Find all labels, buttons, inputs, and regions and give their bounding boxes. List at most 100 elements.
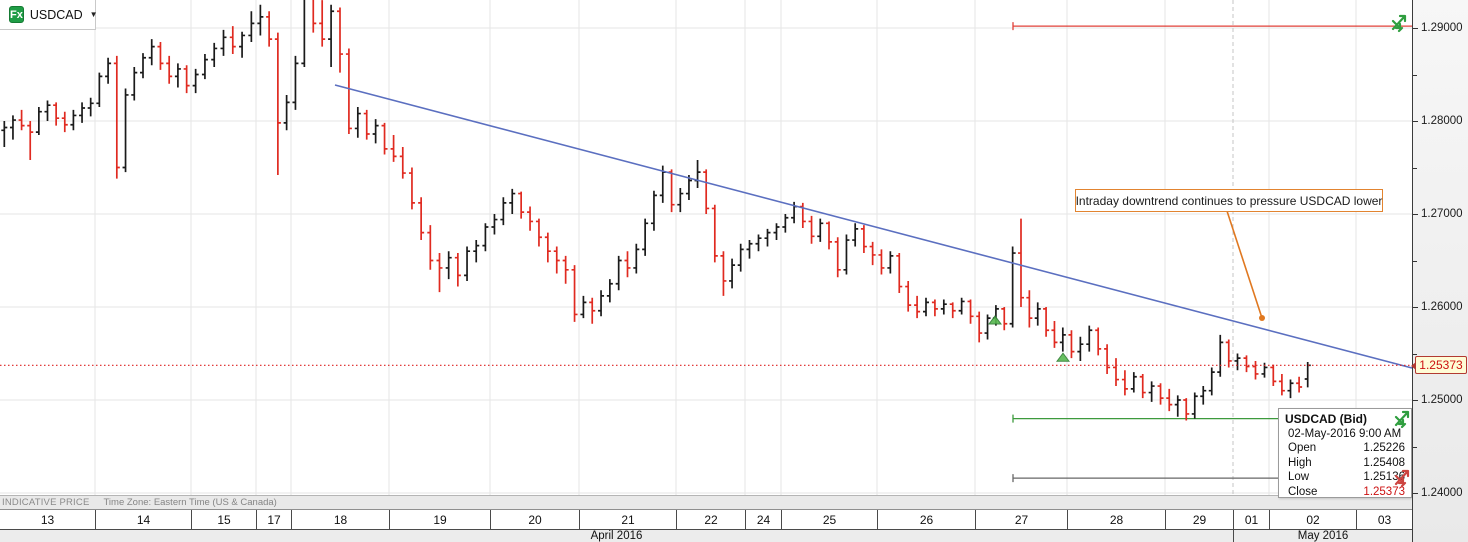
- ohlc-bar: [27, 121, 34, 161]
- ohlc-bar: [399, 147, 406, 179]
- ohlc-bar: [113, 55, 120, 179]
- ohlc-bar: [1191, 392, 1198, 419]
- tooltip-close-row: Close 1.25373: [1288, 485, 1405, 498]
- ohlc-bar: [390, 134, 397, 162]
- ohlc-bar: [562, 255, 569, 284]
- ohlc-bar: [473, 240, 480, 263]
- axis-tick-label: 1.25000: [1421, 394, 1463, 406]
- ohlc-bar: [1043, 307, 1050, 337]
- ohlc-bar: [685, 174, 692, 201]
- chevron-down-icon: ▼: [89, 10, 98, 19]
- axis-tick: [1413, 260, 1417, 262]
- ohlc-bar: [598, 290, 605, 317]
- date-cell: 20: [490, 510, 579, 529]
- ohlc-bar: [1121, 370, 1128, 396]
- ohlc-bar: [500, 197, 507, 226]
- ohlc-bar: [192, 68, 199, 94]
- current-price-tag: 1.25373: [1411, 356, 1467, 375]
- date-cell: 29: [1165, 510, 1233, 529]
- date-cell: 15: [191, 510, 256, 529]
- ohlc-bar: [624, 251, 631, 278]
- ohlc-bar: [1243, 355, 1250, 373]
- ohlc-bar: [729, 258, 736, 289]
- ohlc-bar: [1304, 362, 1311, 388]
- ohlc-bar: [834, 237, 841, 278]
- date-cell: 02: [1269, 510, 1356, 529]
- ohlc-bar: [61, 111, 68, 133]
- ohlc-bar: [826, 221, 832, 250]
- month-label: May 2016: [1233, 529, 1412, 542]
- ohlc-bar: [518, 191, 525, 219]
- axis-tick: [1413, 121, 1418, 122]
- ohlc-bar: [1051, 320, 1058, 348]
- ohlc-bar: [427, 225, 434, 270]
- ohlc-bar: [615, 255, 622, 291]
- ohlc-bar: [553, 246, 560, 274]
- timezone-label: Time Zone: Eastern Time (US & Canada): [103, 497, 277, 508]
- downtrend-line[interactable]: [334, 84, 1413, 369]
- indicative-price-label: INDICATIVE PRICE: [2, 497, 90, 508]
- ohlc-bar: [274, 32, 281, 175]
- ohlc-bar: [18, 109, 25, 131]
- ohlc-bar: [887, 251, 894, 274]
- ohlc-bar: [843, 234, 850, 275]
- ohlc-bar: [1217, 334, 1224, 377]
- ohlc-bar: [1001, 307, 1008, 331]
- date-cell: 01: [1233, 510, 1269, 529]
- date-cell: 03: [1356, 510, 1412, 529]
- instrument-selector[interactable]: Fx USDCAD ▼: [0, 0, 98, 30]
- ohlc-bar: [328, 4, 335, 68]
- month-label: April 2016: [590, 529, 643, 542]
- order-marker-mid-icon[interactable]: [1393, 407, 1413, 429]
- ohlc-bar: [1296, 376, 1303, 393]
- month-axis: April 2016 May 2016: [0, 529, 1413, 542]
- ohlc-bar: [122, 88, 129, 173]
- ohlc-bar: [1095, 327, 1102, 356]
- ohlc-bar: [1148, 381, 1155, 402]
- ohlc-bar: [746, 240, 753, 259]
- ohlc-bar: [1130, 372, 1137, 393]
- ohlc-bar: [949, 302, 956, 319]
- axis-tick: [1413, 493, 1418, 494]
- ohlc-bar: [491, 214, 498, 235]
- buy-signal-triangle-icon: [1056, 352, 1070, 362]
- instrument-symbol: USDCAD: [29, 7, 83, 22]
- ohlc-bar: [140, 53, 146, 79]
- axis-tick-label: 1.27000: [1421, 208, 1463, 220]
- ohlc-bar: [436, 253, 443, 293]
- ohlc-bar: [642, 218, 649, 256]
- ohlc-bar: [1086, 325, 1093, 352]
- ohlc-bar: [808, 215, 815, 244]
- date-cell: 28: [1067, 510, 1165, 529]
- ohlc-bar: [958, 297, 965, 315]
- ohlc-bar: [1, 121, 8, 148]
- ohlc-bar: [201, 54, 208, 80]
- status-bar: INDICATIVE PRICE Time Zone: Eastern Time…: [0, 495, 1413, 510]
- ohlc-bar: [852, 223, 859, 247]
- date-cell: 17: [256, 510, 291, 529]
- date-cell: 26: [877, 510, 975, 529]
- price-chart-canvas[interactable]: [0, 0, 1413, 495]
- ohlc-bar: [1077, 336, 1084, 361]
- order-marker-top-icon[interactable]: [1390, 11, 1410, 33]
- ohlc-bar: [737, 243, 744, 272]
- ohlc-bar: [1157, 383, 1164, 405]
- ohlc-bar: [1270, 364, 1277, 387]
- price-axis[interactable]: 1.25373 1.29000 1.28000 1.27000 1.26000 1.25…: [1411, 0, 1468, 542]
- trend-annotation-box[interactable]: Intraday downtrend continues to pressure…: [1075, 189, 1383, 212]
- ohlc-bar: [1234, 353, 1241, 371]
- ohlc-bar: [79, 102, 86, 123]
- ohlc-bar: [35, 107, 42, 135]
- axis-tick: [1413, 307, 1418, 308]
- ohlc-bar: [354, 107, 361, 138]
- ohlc-bar: [363, 109, 370, 140]
- fx-logo-icon: Fx: [9, 6, 24, 23]
- date-cell: 27: [975, 510, 1067, 529]
- ohlc-bar: [257, 4, 264, 36]
- order-marker-low-icon[interactable]: [1393, 466, 1413, 488]
- ohlc-bar: [445, 251, 452, 280]
- ohlc-bar: [131, 67, 138, 101]
- ohlc-bar: [606, 279, 613, 303]
- date-cell: 24: [745, 510, 781, 529]
